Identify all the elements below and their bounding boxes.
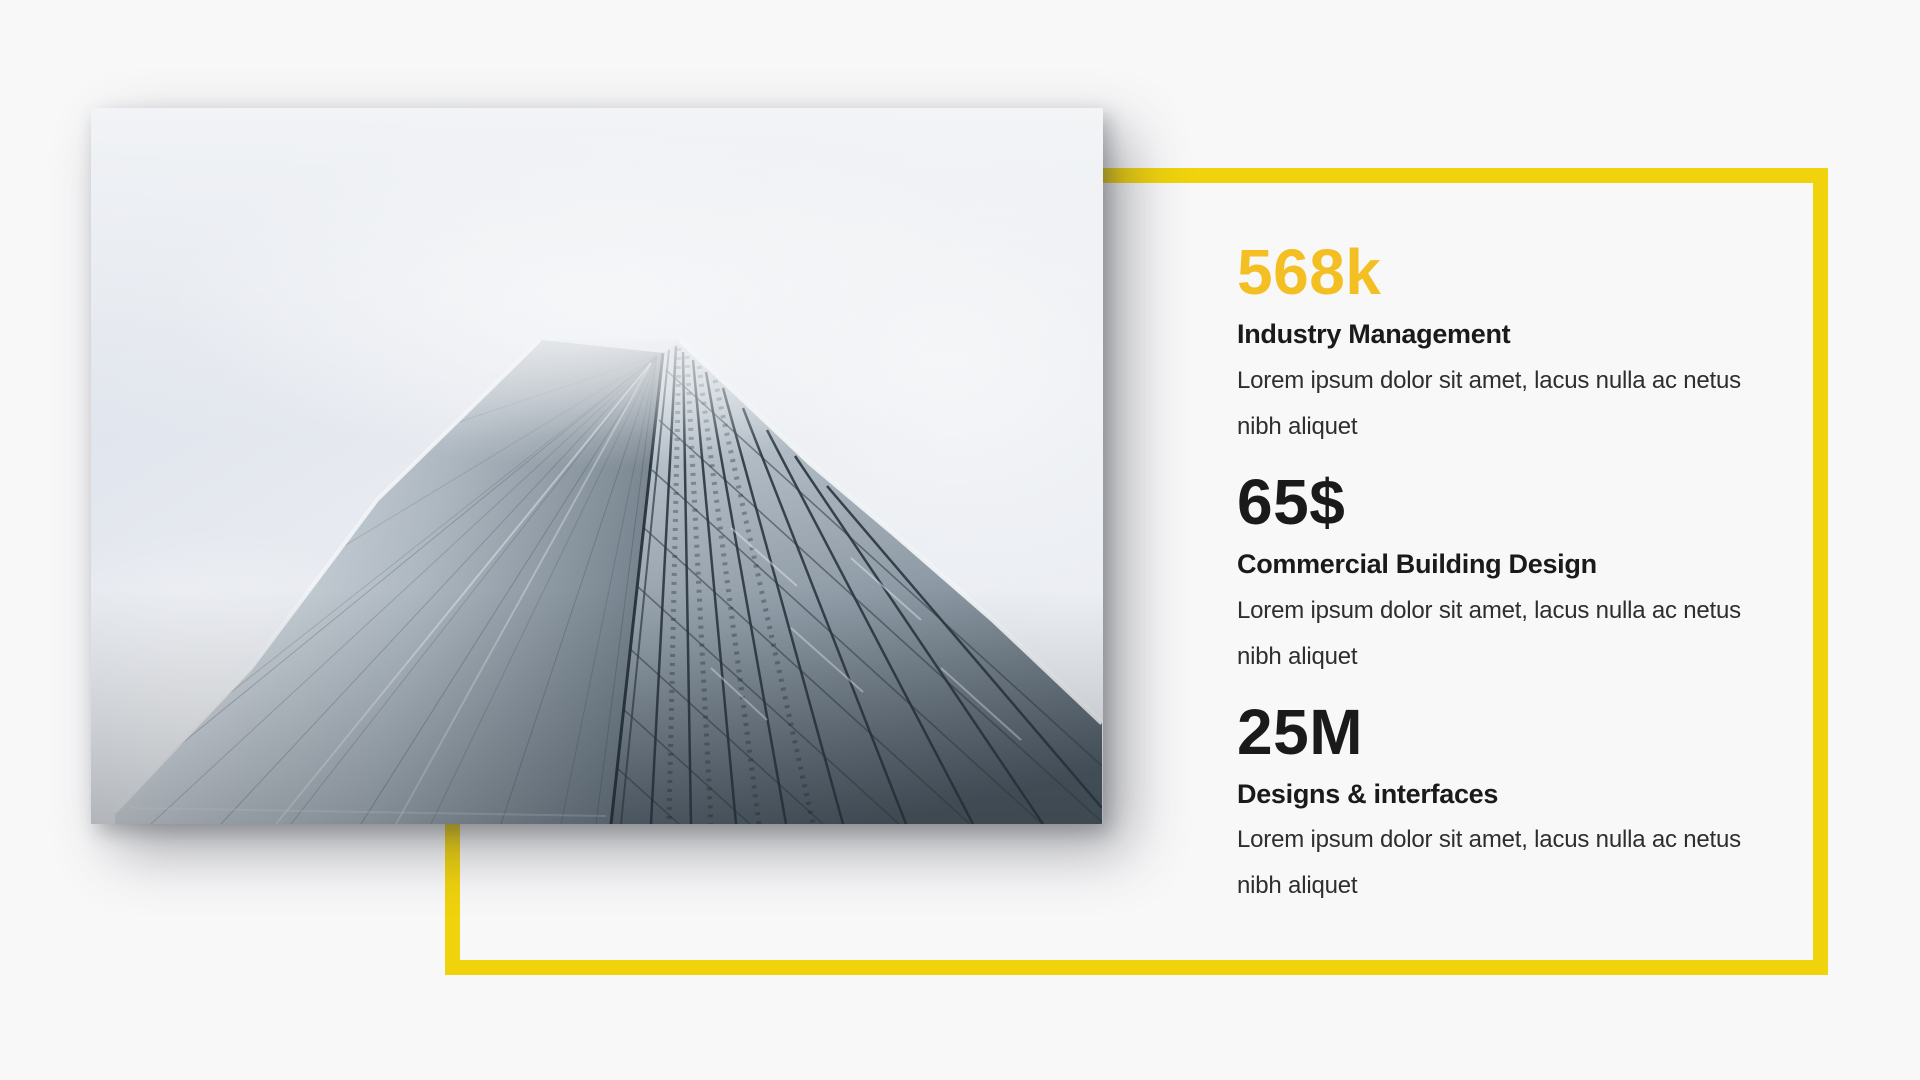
stat-item: 25M Designs & interfaces Lorem ipsum dol… <box>1237 700 1817 910</box>
stat-body-line: nibh aliquet <box>1237 412 1358 440</box>
skyscraper-illustration <box>91 108 1103 824</box>
stat-item: 568k Industry Management Lorem ipsum dol… <box>1237 240 1817 450</box>
stat-item: 65$ Commercial Building Design Lorem ips… <box>1237 470 1817 680</box>
building-photo <box>91 108 1103 824</box>
stat-body-line: Lorem ipsum dolor sit amet, lacus nulla … <box>1237 366 1741 394</box>
stat-title: Designs & interfaces <box>1237 778 1499 809</box>
stat-value: 568k <box>1237 236 1382 308</box>
stat-body-line: Lorem ipsum dolor sit amet, lacus nulla … <box>1237 596 1741 624</box>
stat-body-line: nibh aliquet <box>1237 642 1358 670</box>
stat-body-line: nibh aliquet <box>1237 872 1358 900</box>
stat-body-line: Lorem ipsum dolor sit amet, lacus nulla … <box>1237 826 1741 854</box>
stats-panel: 568k Industry Management Lorem ipsum dol… <box>1237 240 1817 929</box>
stat-title: Commercial Building Design <box>1237 548 1597 579</box>
stat-value: 65$ <box>1237 465 1346 538</box>
stat-description: Lorem ipsum dolor sit amet, lacus nulla … <box>1237 358 1817 450</box>
stat-description: Lorem ipsum dolor sit amet, lacus nulla … <box>1237 588 1817 680</box>
stat-title: Industry Management <box>1237 319 1511 349</box>
stat-description: Lorem ipsum dolor sit amet, lacus nulla … <box>1237 817 1817 909</box>
stat-value: 25M <box>1237 695 1363 768</box>
